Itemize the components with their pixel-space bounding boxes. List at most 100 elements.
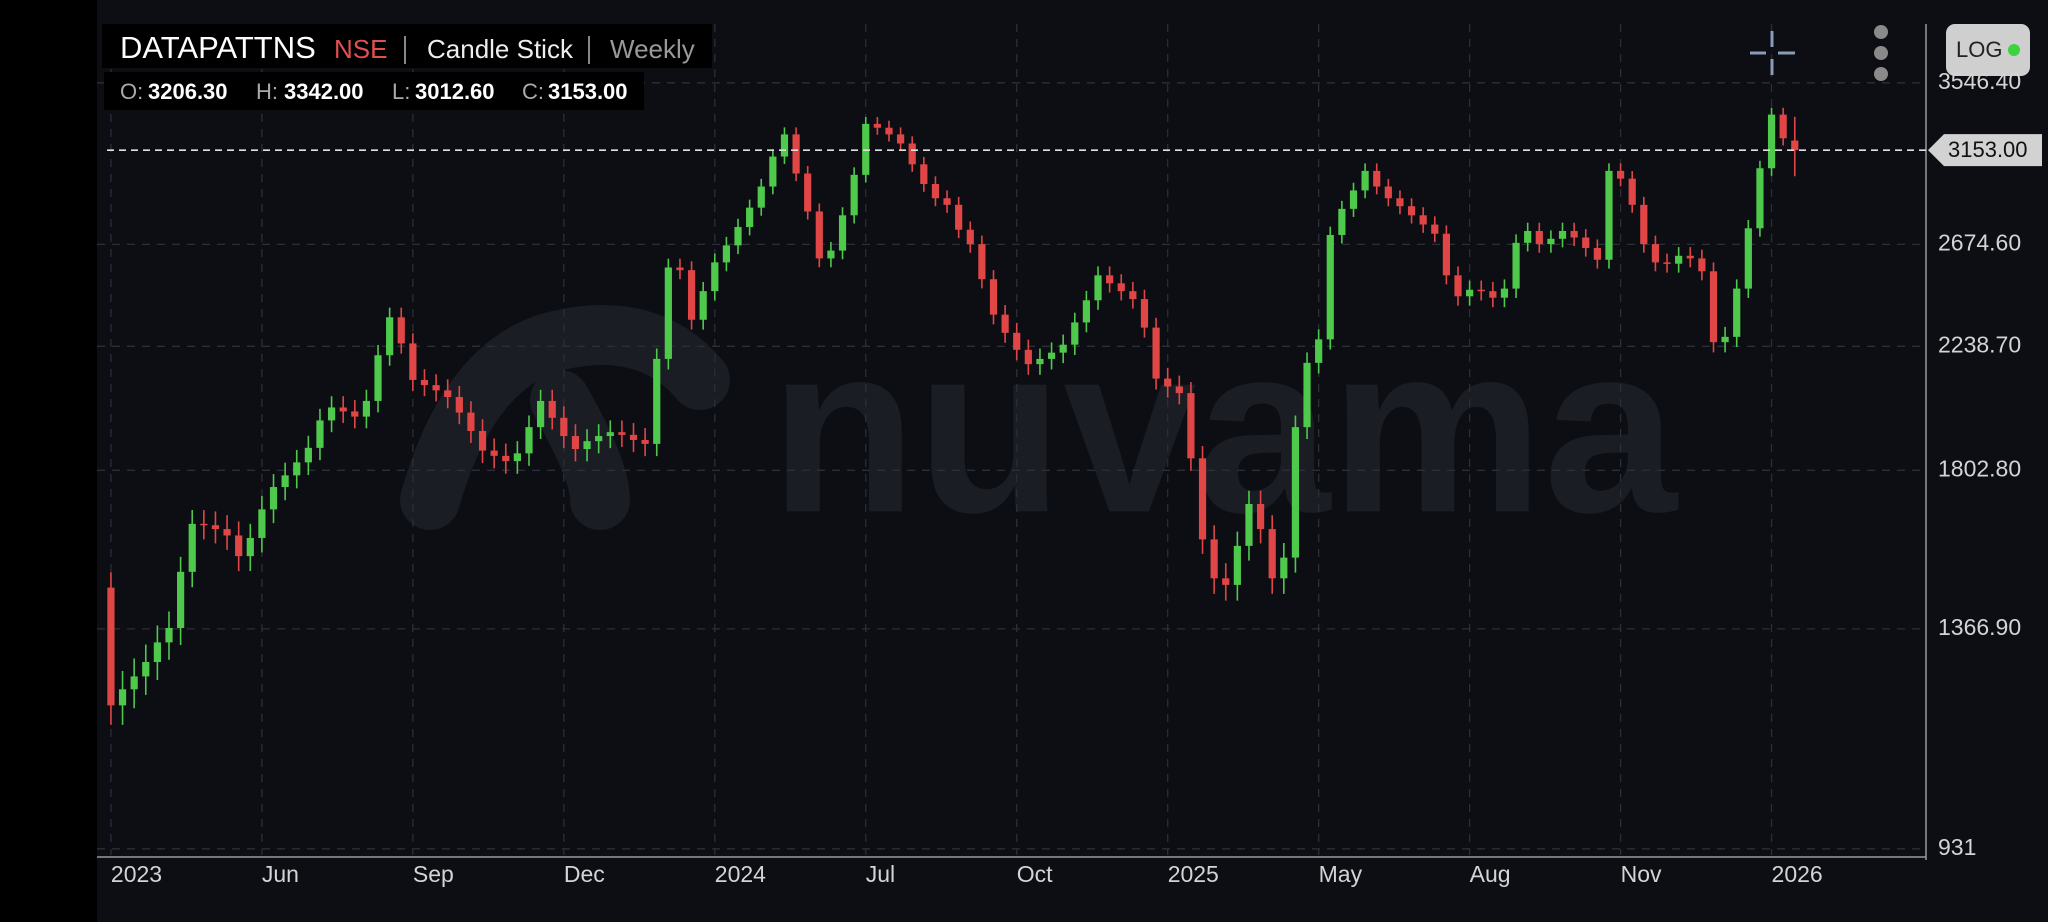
candle-body xyxy=(1500,288,1509,298)
candle-body xyxy=(1175,386,1183,394)
candle-body xyxy=(223,529,231,536)
candle-body xyxy=(246,537,254,557)
ohlc-value: 3206.30 xyxy=(148,79,228,104)
candle-body xyxy=(142,662,150,677)
y-tick-label: 2674.60 xyxy=(1938,229,2021,255)
watermark-arc xyxy=(530,370,630,530)
candle-body xyxy=(746,207,754,228)
candle-body xyxy=(1628,178,1636,205)
header-box xyxy=(102,24,712,68)
candle-body xyxy=(1082,300,1091,323)
candle-body xyxy=(1593,247,1601,260)
ohlc-label: L: xyxy=(392,79,410,104)
log-button-label[interactable]: LOG xyxy=(1956,37,2002,62)
candle-body xyxy=(502,455,510,462)
candle-body xyxy=(362,400,371,417)
candle-body xyxy=(1698,258,1706,272)
candle-body xyxy=(885,127,893,135)
candle-body xyxy=(1117,283,1125,292)
interval: Weekly xyxy=(610,34,695,64)
y-tick-label: 3546.40 xyxy=(1938,68,2021,94)
candle-body xyxy=(351,411,359,417)
candle-body xyxy=(1651,244,1660,263)
candle-body xyxy=(1535,230,1543,245)
candle-body xyxy=(513,453,521,462)
candle-body xyxy=(1419,215,1427,225)
candle-body xyxy=(676,267,684,271)
candle-body xyxy=(873,123,881,128)
x-tick-label: 2023 xyxy=(111,861,162,887)
candle-body xyxy=(386,317,394,356)
candle-body xyxy=(664,267,672,359)
candle-body xyxy=(1198,458,1207,540)
candle-body xyxy=(1733,288,1741,337)
candle-body xyxy=(571,436,580,450)
y-tick-label: 1802.80 xyxy=(1938,455,2021,481)
candle-body xyxy=(1164,378,1172,387)
candle-body xyxy=(1512,242,1520,289)
candle-body xyxy=(1210,539,1218,579)
candle-body xyxy=(931,184,940,199)
x-tick-label: Sep xyxy=(413,861,454,887)
menu-dot xyxy=(1874,67,1888,81)
candle-body xyxy=(1524,230,1532,243)
candle-body xyxy=(1361,170,1369,191)
candle-body xyxy=(896,134,905,144)
candle-body xyxy=(1222,578,1230,585)
exchange: NSE xyxy=(334,34,387,64)
candle-body xyxy=(258,509,266,538)
candle-body xyxy=(1407,206,1416,216)
candle-body xyxy=(1291,427,1300,558)
y-tick-label: 1366.90 xyxy=(1938,614,2021,640)
x-tick-label: Dec xyxy=(564,861,605,887)
candle-body xyxy=(1094,275,1102,301)
candle-body xyxy=(1338,208,1346,235)
candle-body xyxy=(722,245,731,263)
ohlc-label: H: xyxy=(256,79,278,104)
x-tick-label: May xyxy=(1319,861,1363,887)
candle-body xyxy=(606,432,614,437)
log-button[interactable]: LOG xyxy=(1946,24,2030,76)
candle-body xyxy=(1059,344,1067,353)
ohlc-box xyxy=(104,72,644,110)
ohlc-value: 3342.00 xyxy=(284,79,364,104)
candle-body xyxy=(1442,233,1450,276)
watermark-logo xyxy=(400,305,730,530)
candle-body xyxy=(1129,291,1137,300)
candle-body xyxy=(118,689,127,706)
candle-body xyxy=(1744,228,1752,289)
candle-body xyxy=(1303,362,1311,428)
candle-body xyxy=(107,587,115,706)
candle-body xyxy=(1767,114,1776,169)
candle-body xyxy=(711,262,719,292)
candle-body xyxy=(1047,352,1056,359)
crosshair-icon[interactable] xyxy=(1750,31,1795,75)
symbol: DATAPATTNS xyxy=(120,30,316,65)
chart-style: Candle Stick xyxy=(427,34,574,64)
candle-body xyxy=(269,487,278,510)
candle-body xyxy=(1431,224,1439,234)
candle-body xyxy=(827,250,835,259)
candle-body xyxy=(444,390,452,398)
candle-body xyxy=(1256,503,1265,530)
candle-body xyxy=(235,535,243,557)
candle-body xyxy=(374,355,382,401)
candle-body xyxy=(1384,186,1392,199)
candle-body xyxy=(1071,322,1079,345)
watermark-arc xyxy=(400,305,730,530)
candle-body xyxy=(548,400,556,418)
candle-body xyxy=(780,134,789,157)
log-indicator xyxy=(2008,44,2020,56)
candle-body xyxy=(1013,332,1021,350)
candle-body xyxy=(699,291,707,320)
candle-body xyxy=(1675,255,1683,264)
candle-body xyxy=(1466,289,1474,297)
x-tick-label: 2024 xyxy=(715,861,766,887)
candle-body xyxy=(1791,140,1799,151)
menu-dot xyxy=(1874,46,1888,60)
y-tick-label: 2238.70 xyxy=(1938,331,2021,357)
candle-body xyxy=(618,432,626,435)
menu-icon[interactable] xyxy=(1874,25,1888,81)
candle-body xyxy=(943,198,951,205)
